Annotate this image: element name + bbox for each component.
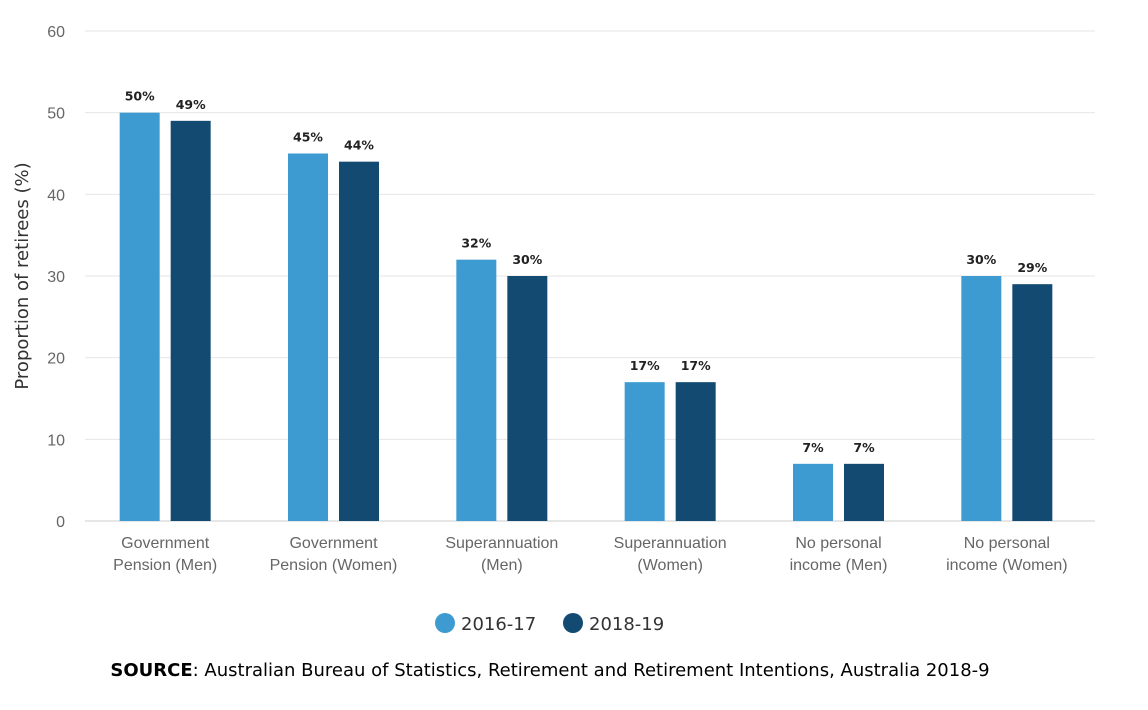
gridlines: [85, 30, 1095, 522]
source-text: : Australian Bureau of Statistics, Retir…: [192, 660, 990, 681]
y-axis-ticks: 0 10 20 30 40 50 60: [47, 24, 65, 531]
data-label: 32%: [461, 236, 491, 251]
data-label: 29%: [1017, 260, 1047, 275]
y-axis-label: Proportion of retirees (%): [12, 162, 33, 389]
y-tick-label: 40: [47, 187, 65, 204]
legend: 2016-17 2018-19: [435, 613, 664, 635]
bar: [170, 120, 211, 521]
bar: [624, 382, 665, 521]
y-tick-label: 20: [47, 351, 65, 368]
bar: [675, 382, 716, 521]
x-category-label: Government: [121, 535, 210, 552]
bar-chart: 0 10 20 30 40 50 60 Proportion of retirees (%)…: [12, 24, 1095, 635]
x-category-label: Superannuation: [445, 535, 558, 552]
data-label: 30%: [512, 252, 542, 267]
x-category-label: Superannuation: [614, 535, 727, 552]
x-category-label: (Women): [637, 557, 703, 574]
x-category-label: income (Men): [790, 557, 888, 574]
legend-label: 2016-17: [461, 614, 536, 635]
data-label: 45%: [293, 130, 323, 145]
data-labels: 50% 49% 45% 44% 32% 30% 17% 17% 7% 7% 30% 29%: [125, 89, 1048, 455]
bar: [119, 112, 160, 522]
bar: [1012, 284, 1053, 521]
bars: [119, 112, 1053, 522]
data-label: 49%: [176, 97, 206, 112]
bar: [507, 276, 548, 521]
bar: [339, 161, 379, 521]
bar: [961, 276, 1002, 521]
y-tick-label: 50: [47, 106, 65, 123]
legend-marker: [563, 613, 583, 633]
x-category-label: Government: [289, 535, 378, 552]
x-category-label: income (Women): [946, 557, 1068, 574]
y-tick-label: 0: [56, 514, 65, 531]
bar: [456, 259, 497, 521]
y-tick-label: 60: [47, 24, 65, 41]
data-label: 7%: [802, 440, 824, 455]
bar: [793, 463, 833, 521]
legend-marker: [435, 613, 455, 633]
x-category-label: (Men): [481, 557, 523, 574]
source-label: SOURCE: [110, 660, 193, 681]
legend-label: 2018-19: [589, 614, 664, 635]
x-category-label: Pension (Men): [113, 557, 217, 574]
bar: [288, 153, 328, 521]
x-category-label: No personal: [964, 535, 1050, 552]
data-label: 30%: [966, 252, 996, 267]
y-tick-label: 30: [47, 269, 65, 286]
x-category-label: Pension (Women): [270, 557, 398, 574]
data-label: 17%: [681, 358, 711, 373]
data-label: 17%: [630, 358, 660, 373]
data-label: 44%: [344, 138, 374, 153]
x-category-label: No personal: [795, 535, 881, 552]
y-tick-label: 10: [47, 432, 65, 449]
bar: [844, 463, 884, 521]
x-axis-categories: Government Pension (Men) Government Pension…: [113, 535, 1067, 574]
data-label: 50%: [125, 89, 155, 104]
source-note: SOURCE: Australian Bureau of Statistics,…: [0, 660, 1100, 681]
data-label: 7%: [853, 440, 875, 455]
